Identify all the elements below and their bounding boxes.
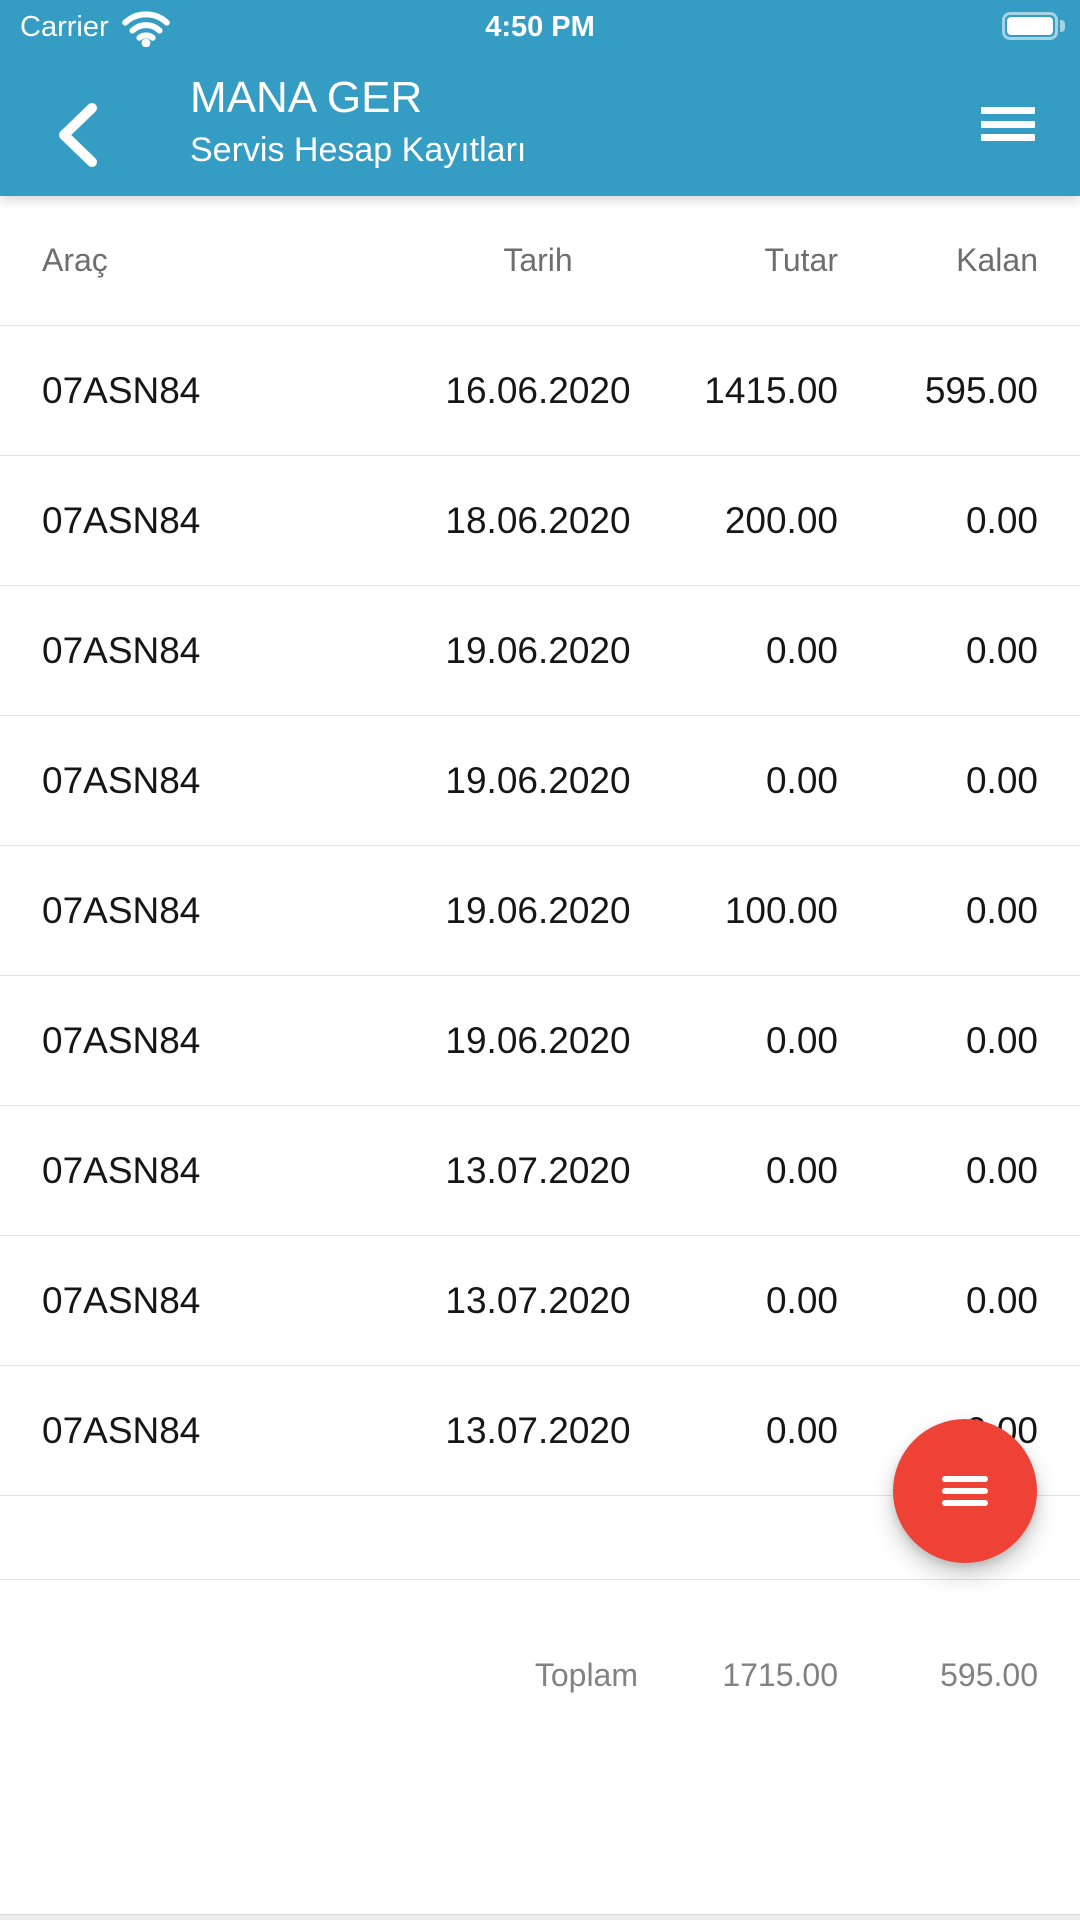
- carrier-group: Carrier: [20, 0, 171, 54]
- cell-tarih: 13.07.2020: [445, 1409, 631, 1451]
- table-row[interactable]: 07ASN84 19.06.2020 0.00 0.00: [0, 716, 1080, 846]
- wifi-icon: [121, 11, 170, 47]
- cell-tarih: 19.06.2020: [445, 759, 631, 801]
- hamburger-menu-icon: [942, 1476, 988, 1482]
- cell-tarih: 13.07.2020: [445, 1149, 631, 1191]
- table-row[interactable]: 07ASN84 16.06.2020 1415.00 595.00: [0, 326, 1080, 456]
- cell-kalan: 0.00: [965, 889, 1038, 931]
- column-header-tutar: Tutar: [764, 242, 839, 278]
- cell-arac: 07ASN84: [42, 499, 201, 541]
- cell-tarih: 13.07.2020: [445, 1279, 631, 1321]
- table-body: 07ASN84 16.06.2020 1415.00 595.00 07ASN84 18.…: [0, 326, 1080, 1496]
- cell-tutar: 200.00: [724, 499, 838, 541]
- column-header-arac: Araç: [42, 242, 108, 278]
- cell-arac: 07ASN84: [42, 1149, 201, 1191]
- cell-tutar: 0.00: [765, 1149, 838, 1191]
- table-row[interactable]: 07ASN84 13.07.2020 0.00 0.00: [0, 1236, 1080, 1366]
- cell-tarih: 19.06.2020: [445, 629, 631, 671]
- table-row[interactable]: 07ASN84 18.06.2020 200.00 0.00: [0, 456, 1080, 586]
- cell-kalan: 0.00: [965, 1019, 1038, 1061]
- navbar-titles: MANA GER Servis Hesap Kayıtları: [190, 72, 526, 176]
- table-row[interactable]: 07ASN84 19.06.2020 100.00 0.00: [0, 846, 1080, 976]
- column-header-tarih: Tarih: [503, 242, 573, 278]
- app-header: Carrier 4:50 PM: [0, 0, 1080, 196]
- battery-full-icon: [1002, 12, 1065, 40]
- cell-tarih: 19.06.2020: [445, 1019, 631, 1061]
- page-title: MANA GER: [190, 73, 423, 122]
- cell-tutar: 100.00: [724, 889, 838, 931]
- status-bar: Carrier 4:50 PM: [0, 0, 1080, 54]
- cell-arac: 07ASN84: [42, 629, 201, 671]
- cell-tarih: 16.06.2020: [445, 369, 631, 411]
- cell-tarih: 18.06.2020: [445, 499, 631, 541]
- status-time: 4:50 PM: [485, 10, 595, 43]
- fab-menu-button[interactable]: [893, 1419, 1037, 1563]
- cell-tarih: 19.06.2020: [445, 889, 631, 931]
- cell-arac: 07ASN84: [42, 1279, 201, 1321]
- menu-button[interactable]: [981, 107, 1035, 141]
- cell-arac: 07ASN84: [42, 369, 201, 411]
- cell-tutar: 0.00: [765, 1409, 838, 1451]
- bottom-edge: [0, 1914, 1080, 1920]
- footer-label: Toplam: [534, 1656, 638, 1693]
- table-header-row: Araç Tarih Tutar Kalan: [0, 196, 1080, 326]
- table-row[interactable]: 07ASN84 19.06.2020 0.00 0.00: [0, 976, 1080, 1106]
- table-row[interactable]: 07ASN84 13.07.2020 0.00 0.00: [0, 1106, 1080, 1236]
- back-button[interactable]: [42, 90, 112, 180]
- cell-tutar: 0.00: [765, 629, 838, 671]
- cell-tutar: 0.00: [765, 1279, 838, 1321]
- cell-tutar: 1415.00: [704, 369, 838, 411]
- cell-arac: 07ASN84: [42, 1019, 201, 1061]
- navbar: MANA GER Servis Hesap Kayıtları: [0, 54, 1080, 196]
- cell-arac: 07ASN84: [42, 1409, 201, 1451]
- cell-kalan: 0.00: [965, 759, 1038, 801]
- cell-kalan: 0.00: [965, 1149, 1038, 1191]
- column-header-kalan: Kalan: [956, 242, 1038, 278]
- cell-arac: 07ASN84: [42, 759, 201, 801]
- cell-kalan: 0.00: [965, 499, 1038, 541]
- cell-arac: 07ASN84: [42, 889, 201, 931]
- carrier-label: Carrier: [20, 10, 109, 43]
- table-footer-row: Toplam 1715.00 595.00: [0, 1580, 1080, 1770]
- cell-kalan: 0.00: [965, 629, 1038, 671]
- footer-total-tutar: 1715.00: [722, 1656, 838, 1693]
- cell-kalan: 0.00: [965, 1279, 1038, 1321]
- table-row[interactable]: 07ASN84 19.06.2020 0.00 0.00: [0, 586, 1080, 716]
- cell-kalan: 595.00: [924, 369, 1038, 411]
- cell-tutar: 0.00: [765, 1019, 838, 1061]
- page-subtitle: Servis Hesap Kayıtları: [190, 131, 527, 169]
- hamburger-menu-icon: [981, 107, 1035, 114]
- cell-tutar: 0.00: [765, 759, 838, 801]
- footer-total-kalan: 595.00: [940, 1656, 1038, 1693]
- chevron-left-icon: [59, 103, 97, 167]
